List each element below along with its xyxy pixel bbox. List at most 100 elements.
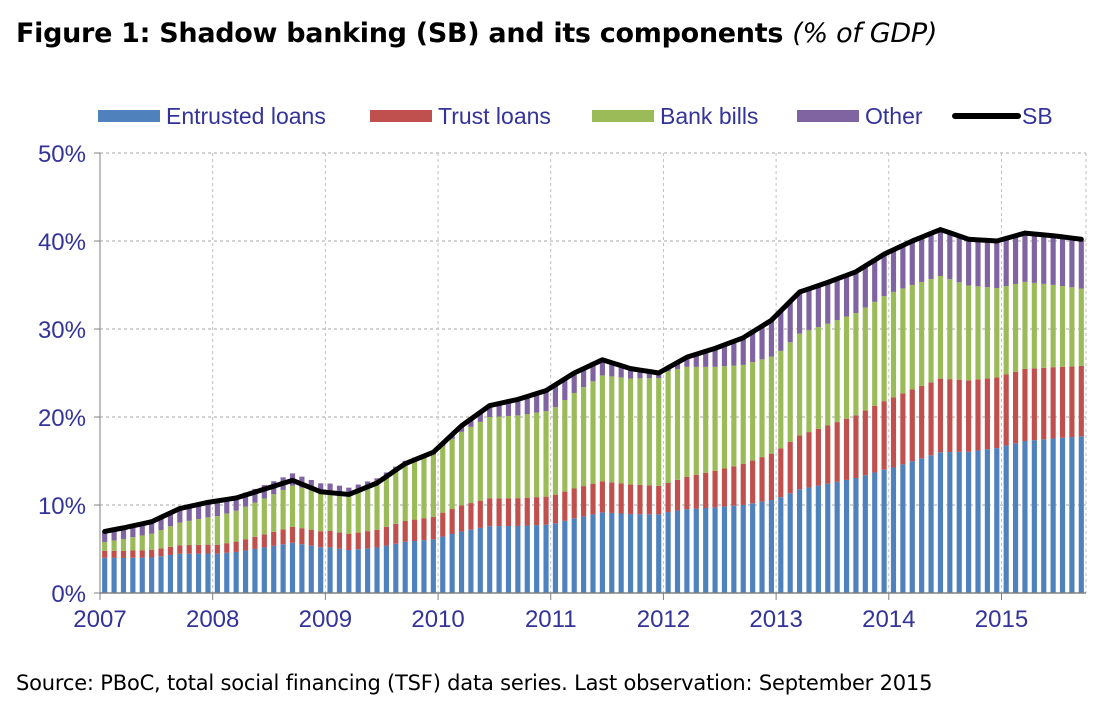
bar-other [524,396,530,415]
bar-bank-bills [815,327,821,429]
bar-entrusted-loans [543,524,549,593]
bar-trust-loans [242,539,249,551]
bar-trust-loans [336,532,343,549]
bar-entrusted-loans [289,542,296,593]
bar-other [618,365,624,378]
bar-trust-loans [280,529,286,545]
bar-trust-loans [299,528,305,545]
bar-trust-loans [383,526,389,546]
bar-bank-bills [721,366,728,469]
bar-trust-loans [599,481,605,513]
bar-trust-loans [562,491,568,521]
bar-entrusted-loans [909,461,915,593]
bar-trust-loans [120,550,127,558]
bar-bank-bills [1031,282,1037,369]
bar-trust-loans [411,519,418,541]
bar-trust-loans [731,466,737,506]
bar-other [693,354,699,367]
bar-entrusted-loans [1078,436,1084,593]
bar-bank-bills [205,517,211,545]
bar-entrusted-loans [890,467,897,593]
bar-trust-loans [346,533,352,551]
bar-bank-bills [797,333,803,436]
bar-bank-bills [872,301,878,406]
bar-bank-bills [825,323,831,426]
bar-other [890,249,897,292]
bar-trust-loans [609,482,615,513]
bar-trust-loans [430,516,436,540]
bar-entrusted-loans [1050,438,1056,593]
bar-trust-loans [149,550,155,558]
bar-trust-loans [1022,368,1028,441]
bar-bank-bills [214,516,220,545]
y-tick-label: 0% [51,581,86,608]
bar-other [1069,238,1075,288]
bar-bank-bills [665,371,671,483]
bar-other [346,487,352,495]
bar-trust-loans [909,389,915,462]
bar-other [750,331,756,363]
bar-other [543,390,549,412]
bar-bank-bills [458,431,465,506]
bar-other [130,525,136,538]
bar-entrusted-loans [261,547,267,593]
bar-trust-loans [487,498,493,527]
bar-trust-loans [656,485,662,515]
bar-entrusted-loans [111,557,117,593]
bar-entrusted-loans [383,545,389,593]
bar-bank-bills [139,535,145,551]
bar-entrusted-loans [280,544,286,593]
bar-entrusted-loans [787,493,793,593]
bar-entrusted-loans [646,514,652,593]
x-tick-label: 2009 [299,606,352,633]
x-tick-label: 2008 [186,606,239,633]
bar-other [637,370,643,379]
bar-bank-bills [862,307,868,411]
bar-entrusted-loans [186,553,192,593]
bar-other [740,337,746,365]
bar-trust-loans [975,379,981,451]
bar-entrusted-loans [149,557,155,593]
bar-other [571,373,577,393]
bar-entrusted-loans [120,557,127,593]
bar-other [120,527,127,539]
bar-other [778,310,784,351]
bar-other [158,517,164,531]
bar-other [872,260,878,302]
legend-label: SB [1022,103,1053,129]
bar-entrusted-loans [684,509,690,593]
bar-trust-loans [646,485,652,515]
bar-bank-bills [947,279,953,380]
bar-bank-bills [487,417,493,499]
bar-other [937,229,944,276]
bar-trust-loans [919,385,925,459]
bar-other [318,483,324,493]
bar-entrusted-loans [693,508,699,593]
bar-other [1078,239,1084,289]
bar-trust-loans [787,441,793,494]
bar-bank-bills [534,412,540,498]
bar-entrusted-loans [346,550,352,593]
bar-trust-loans [355,532,361,550]
bar-entrusted-loans [825,483,831,593]
bar-trust-loans [778,448,784,498]
bar-bank-bills [928,278,934,383]
bar-entrusted-loans [815,485,821,593]
bar-entrusted-loans [721,506,728,593]
bar-bank-bills [242,506,249,540]
bar-other [599,359,605,376]
bar-other [581,368,587,388]
bar-bank-bills [1050,284,1056,368]
bar-trust-loans [590,483,596,515]
bar-trust-loans [947,379,953,453]
bar-other [177,508,183,523]
bar-entrusted-loans [806,487,812,593]
bar-trust-loans [440,512,446,537]
bar-other [590,364,596,382]
bar-trust-loans [1012,371,1019,444]
bar-trust-loans [534,497,540,526]
bar-trust-loans [393,523,399,544]
bar-entrusted-loans [1003,445,1009,593]
bar-trust-loans [449,509,455,534]
bar-trust-loans [956,379,962,452]
